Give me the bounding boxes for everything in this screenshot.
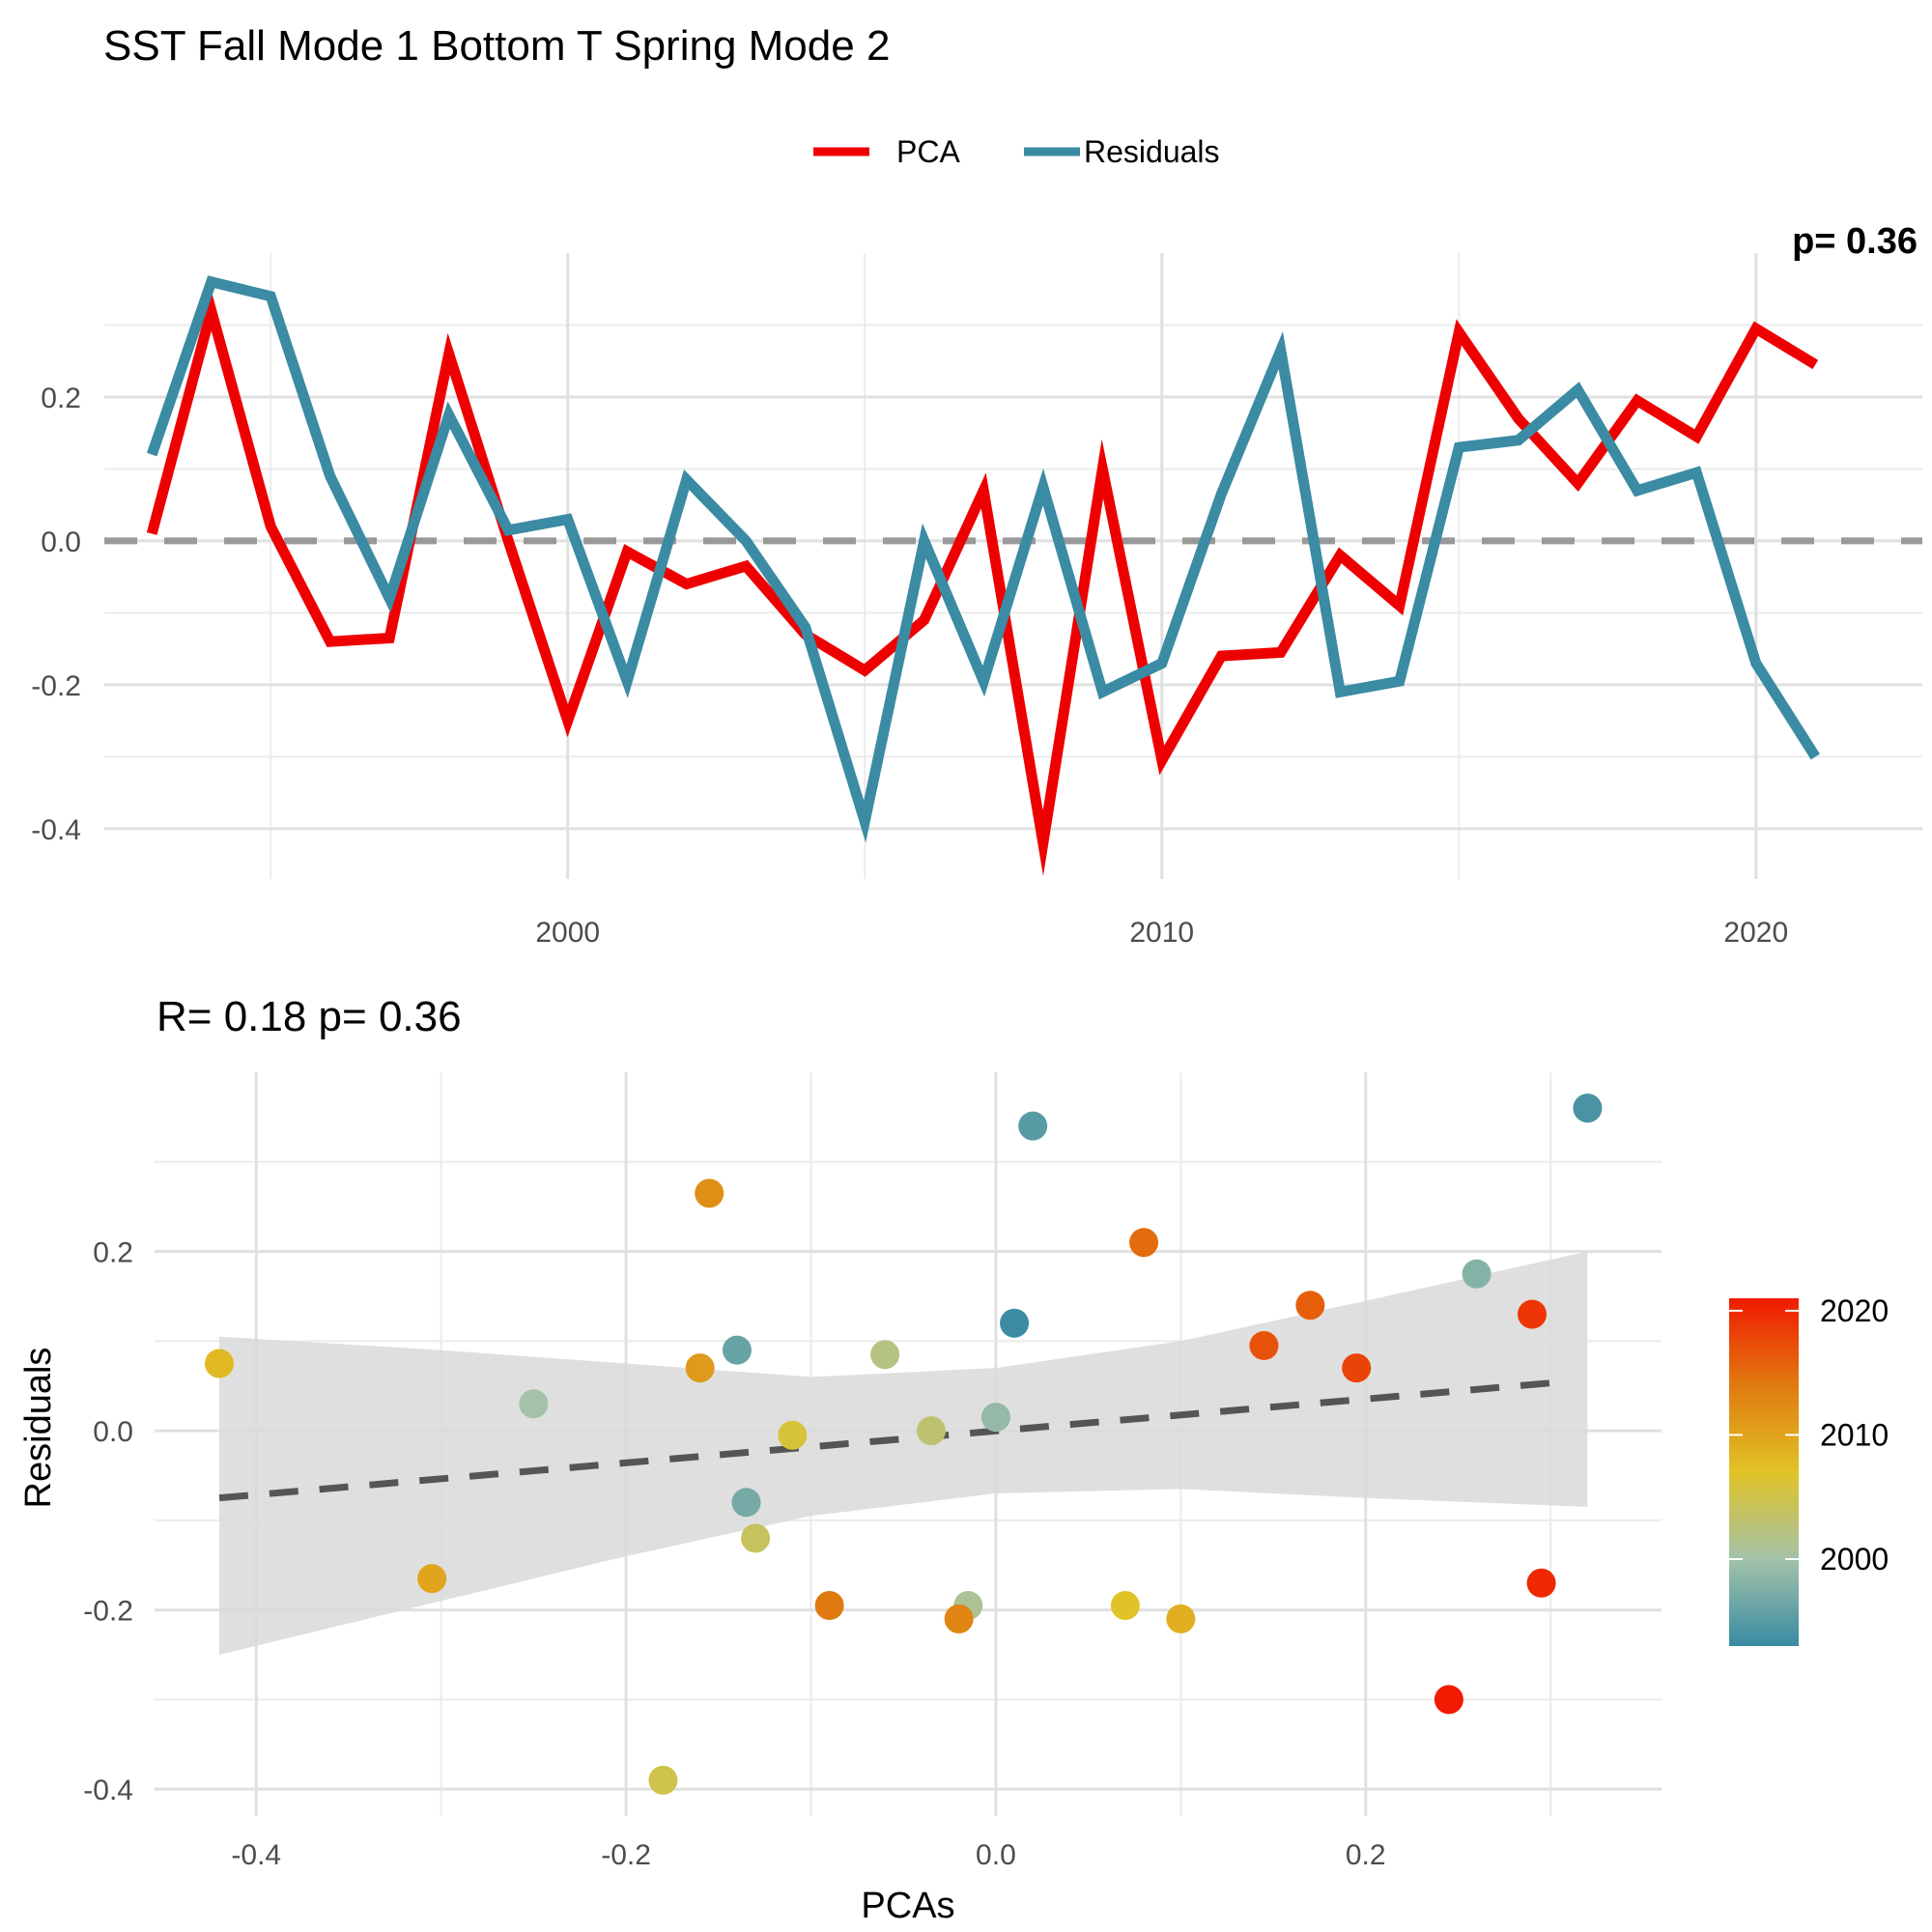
top-y-tick-label: 0.0 xyxy=(41,526,81,558)
scatter-point xyxy=(722,1335,752,1365)
bottom-y-axis-title: Residuals xyxy=(18,1348,59,1509)
top-y-tick-label: -0.2 xyxy=(31,670,81,702)
colorbar-tick-label: 2020 xyxy=(1820,1293,1889,1328)
scatter-point xyxy=(648,1765,678,1795)
bottom-y-tick-label: 0.0 xyxy=(93,1416,133,1448)
scatter-point xyxy=(1518,1299,1548,1329)
top-x-tick-label: 2000 xyxy=(535,917,600,949)
bottom-y-tick-label: -0.2 xyxy=(83,1596,133,1628)
bottom-plot-area: -0.4 -0.2 0.0 0.2 -0.4 -0.2 0.0 0.2 xyxy=(83,1072,1662,1871)
scatter-point xyxy=(944,1604,974,1634)
colorbar-gradient xyxy=(1729,1298,1799,1646)
bottom-x-axis-title: PCAs xyxy=(861,1886,954,1926)
scatter-point xyxy=(1462,1259,1492,1289)
bottom-x-tick-label: 0.2 xyxy=(1346,1839,1386,1871)
bottom-x-tick-label: 0.0 xyxy=(976,1839,1016,1871)
bottom-y-tick-label: -0.4 xyxy=(83,1775,133,1806)
bottom-y-tick-label: 0.2 xyxy=(93,1237,133,1269)
bottom-chart-title: R= 0.18 p= 0.36 xyxy=(156,993,462,1040)
top-corner-label: p= 0.36 xyxy=(1792,221,1918,262)
scatter-point xyxy=(1342,1353,1372,1383)
top-chart-title: SST Fall Mode 1 Bottom T Spring Mode 2 xyxy=(103,22,890,70)
scatter-point xyxy=(1295,1291,1325,1321)
top-y-tick-label: -0.4 xyxy=(31,814,81,846)
scatter-point xyxy=(1434,1685,1463,1715)
color-legend: 2000 2010 2020 xyxy=(1729,1293,1889,1646)
bottom-x-tick-label: -0.4 xyxy=(231,1839,281,1871)
scatter-point xyxy=(870,1340,900,1370)
scatter-point xyxy=(814,1590,844,1620)
scatter-point xyxy=(778,1420,808,1450)
top-plot-area: -0.4 -0.2 0.0 0.2 2000 2010 2020 xyxy=(31,253,1922,949)
colorbar-tick-label: 2010 xyxy=(1820,1417,1889,1452)
bottom-x-tick-label: -0.2 xyxy=(601,1839,651,1871)
scatter-point xyxy=(695,1179,724,1208)
scatter-point xyxy=(204,1349,234,1378)
legend-label-residuals: Residuals xyxy=(1084,134,1220,169)
scatter-point xyxy=(1166,1604,1196,1634)
top-x-tick-label: 2010 xyxy=(1129,917,1194,949)
scatter-point xyxy=(1000,1308,1030,1338)
scatter-point xyxy=(417,1564,447,1594)
legend-label-pca: PCA xyxy=(896,134,960,169)
scatter-point xyxy=(1526,1568,1556,1598)
scatter-point xyxy=(731,1488,761,1518)
scatter-point xyxy=(916,1416,946,1446)
series-line-residuals xyxy=(146,275,1820,843)
top-y-tick-label: 0.2 xyxy=(41,383,81,414)
scatter-point xyxy=(980,1403,1010,1433)
confidence-band xyxy=(219,1251,1588,1655)
scatter-point xyxy=(1129,1228,1159,1258)
top-x-tick-label: 2020 xyxy=(1723,917,1788,949)
top-legend: PCA Residuals xyxy=(813,134,1220,169)
regression-fit-line xyxy=(218,1378,1570,1502)
scatter-point xyxy=(685,1353,715,1383)
series-line-pca xyxy=(146,290,1819,876)
scatter-point xyxy=(1249,1330,1279,1360)
scatter-point xyxy=(1573,1094,1603,1123)
scatter-point xyxy=(1018,1111,1048,1141)
scatter-point xyxy=(1110,1590,1140,1620)
colorbar-tick-label: 2000 xyxy=(1820,1542,1889,1577)
scatter-point xyxy=(741,1523,771,1553)
scatter-point xyxy=(519,1389,549,1419)
